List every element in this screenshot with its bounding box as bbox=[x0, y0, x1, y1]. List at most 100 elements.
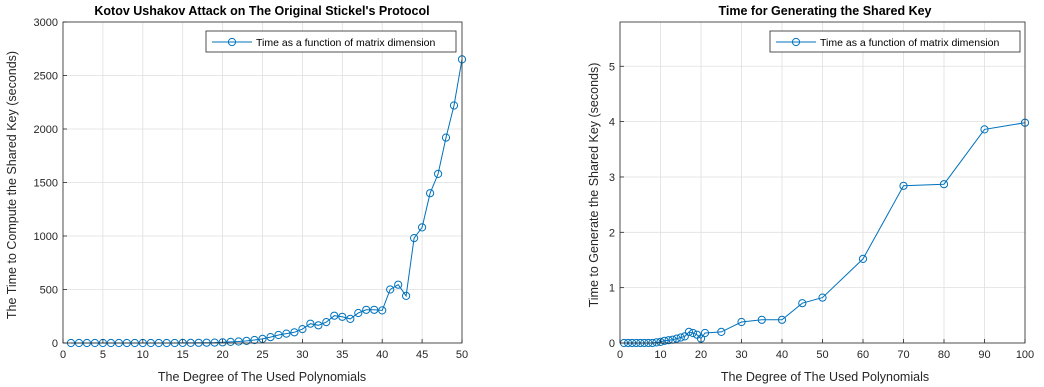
data-point bbox=[394, 280, 403, 289]
legend-box bbox=[205, 30, 457, 53]
data-point bbox=[418, 223, 427, 232]
chart-right-ylabel: Time to Generate the Shared Key (seconds… bbox=[587, 63, 601, 308]
y-tick-label: 500 bbox=[40, 285, 58, 297]
x-tick-label: 80 bbox=[938, 349, 950, 361]
data-point bbox=[717, 327, 726, 336]
legend-box bbox=[769, 30, 1021, 53]
y-tick-label: 1 bbox=[609, 283, 615, 295]
data-point bbox=[266, 333, 275, 342]
data-point bbox=[672, 334, 681, 343]
y-tick-label: 0 bbox=[609, 338, 615, 350]
chart-right-title: Time for Generating the Shared Key bbox=[718, 4, 931, 18]
data-point bbox=[680, 332, 689, 341]
data-point bbox=[434, 169, 443, 178]
data-point bbox=[250, 335, 259, 345]
x-tick-label: 50 bbox=[456, 349, 468, 361]
x-tick-label: 90 bbox=[978, 349, 990, 361]
data-point bbox=[322, 318, 331, 327]
x-tick-label: 0 bbox=[617, 349, 623, 361]
legend-marker-sample bbox=[791, 37, 801, 47]
chart-left-xlabel: The Degree of The Used Polynomials bbox=[158, 370, 366, 384]
data-point bbox=[378, 306, 387, 315]
data-point bbox=[410, 234, 419, 243]
chart-left-legend: Time as a function of matrix dimension bbox=[205, 30, 457, 53]
data-point bbox=[362, 305, 371, 314]
data-point bbox=[858, 254, 868, 263]
data-point bbox=[899, 181, 908, 190]
data-point bbox=[660, 336, 669, 345]
series-line bbox=[71, 59, 463, 344]
data-point bbox=[314, 321, 323, 330]
data-point bbox=[282, 329, 291, 338]
chart-right-xlabel: The Degree of The Used Polynomials bbox=[721, 370, 929, 384]
chart-right-legend: Time as a function of matrix dimension bbox=[769, 30, 1021, 53]
chart-left-ylabel: The Time to Compute the Shared Key (seco… bbox=[5, 51, 19, 319]
data-point bbox=[386, 285, 395, 294]
series-line bbox=[624, 122, 1026, 344]
y-tick-label: 2 bbox=[609, 227, 615, 239]
chart-left: Kotov Ushakov Attack on The Original Sti… bbox=[5, 4, 468, 384]
chart-right: Time for Generating the Shared Key The D… bbox=[587, 4, 1034, 384]
chart-right-yticks: 0 1 2 3 4 5 bbox=[609, 61, 624, 350]
x-tick-label: 10 bbox=[137, 349, 149, 361]
data-point bbox=[757, 315, 766, 324]
y-tick-label: 3 bbox=[609, 172, 615, 184]
chart-left-series bbox=[66, 55, 467, 348]
x-tick-label: 5 bbox=[100, 349, 106, 361]
x-tick-label: 0 bbox=[60, 349, 66, 361]
data-point bbox=[737, 317, 746, 327]
data-point bbox=[777, 315, 787, 324]
data-point bbox=[290, 328, 299, 337]
y-tick-label: 4 bbox=[609, 117, 615, 129]
data-point bbox=[226, 337, 235, 346]
data-point bbox=[218, 338, 227, 347]
x-tick-label: 40 bbox=[376, 349, 388, 361]
data-point bbox=[684, 327, 694, 336]
x-tick-label: 30 bbox=[296, 349, 308, 361]
x-tick-label: 50 bbox=[816, 349, 828, 361]
data-point bbox=[798, 299, 807, 308]
legend-marker-sample bbox=[227, 37, 237, 47]
data-point bbox=[664, 336, 673, 345]
x-tick-label: 40 bbox=[776, 349, 788, 361]
y-tick-label: 1500 bbox=[34, 178, 58, 190]
data-point bbox=[426, 189, 435, 198]
data-point bbox=[676, 333, 685, 342]
x-tick-label: 20 bbox=[216, 349, 228, 361]
data-point bbox=[354, 308, 363, 318]
data-point bbox=[656, 337, 665, 346]
x-tick-label: 70 bbox=[897, 349, 909, 361]
data-point bbox=[306, 319, 315, 328]
data-point bbox=[338, 312, 347, 321]
data-point bbox=[346, 314, 355, 323]
x-tick-label: 10 bbox=[654, 349, 666, 361]
y-tick-label: 2500 bbox=[34, 71, 58, 83]
data-point bbox=[298, 325, 307, 334]
data-point bbox=[242, 336, 251, 345]
x-tick-label: 60 bbox=[857, 349, 869, 361]
x-tick-label: 100 bbox=[1016, 349, 1034, 361]
data-point bbox=[700, 328, 710, 338]
data-point bbox=[939, 180, 949, 189]
data-point bbox=[441, 133, 451, 142]
y-tick-label: 1000 bbox=[34, 231, 58, 243]
data-point bbox=[274, 330, 283, 340]
x-tick-label: 15 bbox=[177, 349, 189, 361]
data-point bbox=[980, 125, 989, 134]
x-tick-label: 20 bbox=[695, 349, 707, 361]
y-tick-label: 0 bbox=[52, 338, 58, 350]
chart-left-title: Kotov Ushakov Attack on The Original Sti… bbox=[94, 4, 429, 18]
data-point bbox=[818, 293, 827, 302]
data-point bbox=[330, 311, 339, 320]
y-tick-label: 5 bbox=[609, 61, 615, 73]
chart-right-xticks: 0 10 20 30 40 50 60 70 80 90 100 bbox=[617, 339, 1034, 361]
x-tick-label: 25 bbox=[256, 349, 268, 361]
y-tick-label: 2000 bbox=[34, 124, 58, 136]
data-point bbox=[688, 328, 698, 338]
chart-right-grid bbox=[619, 22, 1026, 344]
data-point bbox=[402, 291, 411, 300]
data-point bbox=[370, 305, 379, 314]
x-tick-label: 30 bbox=[735, 349, 747, 361]
data-point bbox=[449, 101, 459, 110]
